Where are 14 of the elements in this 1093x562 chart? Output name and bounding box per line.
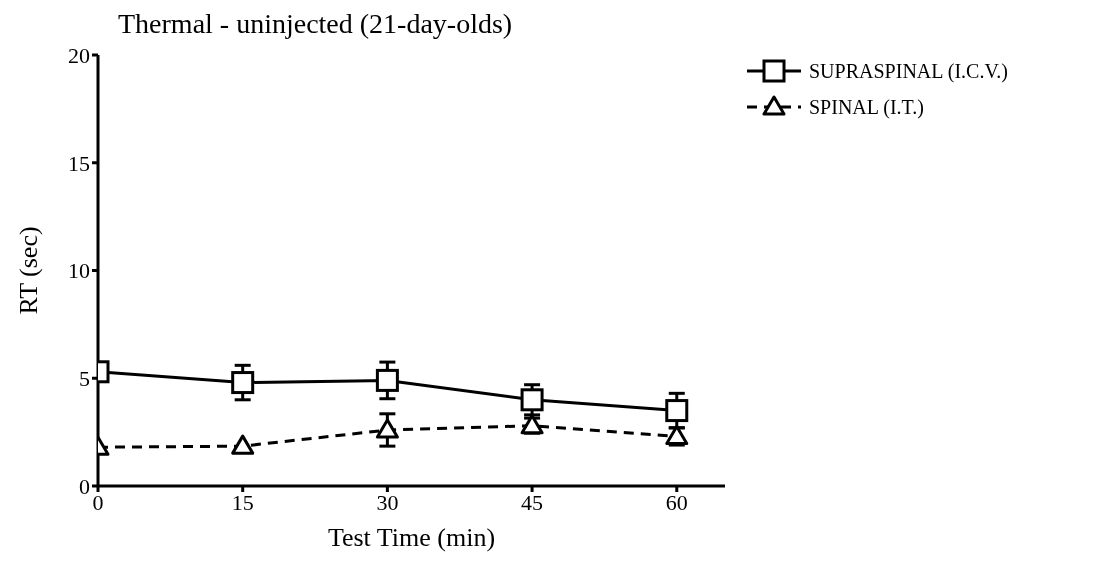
x-tick-label: 30 (376, 489, 399, 515)
x-axis-title: Test Time (min) (327, 523, 496, 552)
chart-title: Thermal - uninjected (21-day-olds) (118, 8, 513, 40)
y-tick-label: 0 (79, 473, 90, 499)
x-tick-label: 45 (521, 489, 544, 515)
x-tick-label: 15 (231, 489, 254, 515)
legend-label: SPINAL (I.T.) (809, 95, 924, 119)
y-tick-label: 15 (68, 150, 90, 176)
x-tick-label: 60 (665, 489, 688, 515)
y-tick-label: 10 (68, 258, 90, 284)
y-axis-title: RT (sec) (14, 226, 44, 315)
legend-label: SUPRASPINAL (I.C.V.) (809, 59, 1008, 83)
y-tick-label: 20 (68, 42, 90, 68)
y-tick-label: 5 (79, 366, 90, 392)
